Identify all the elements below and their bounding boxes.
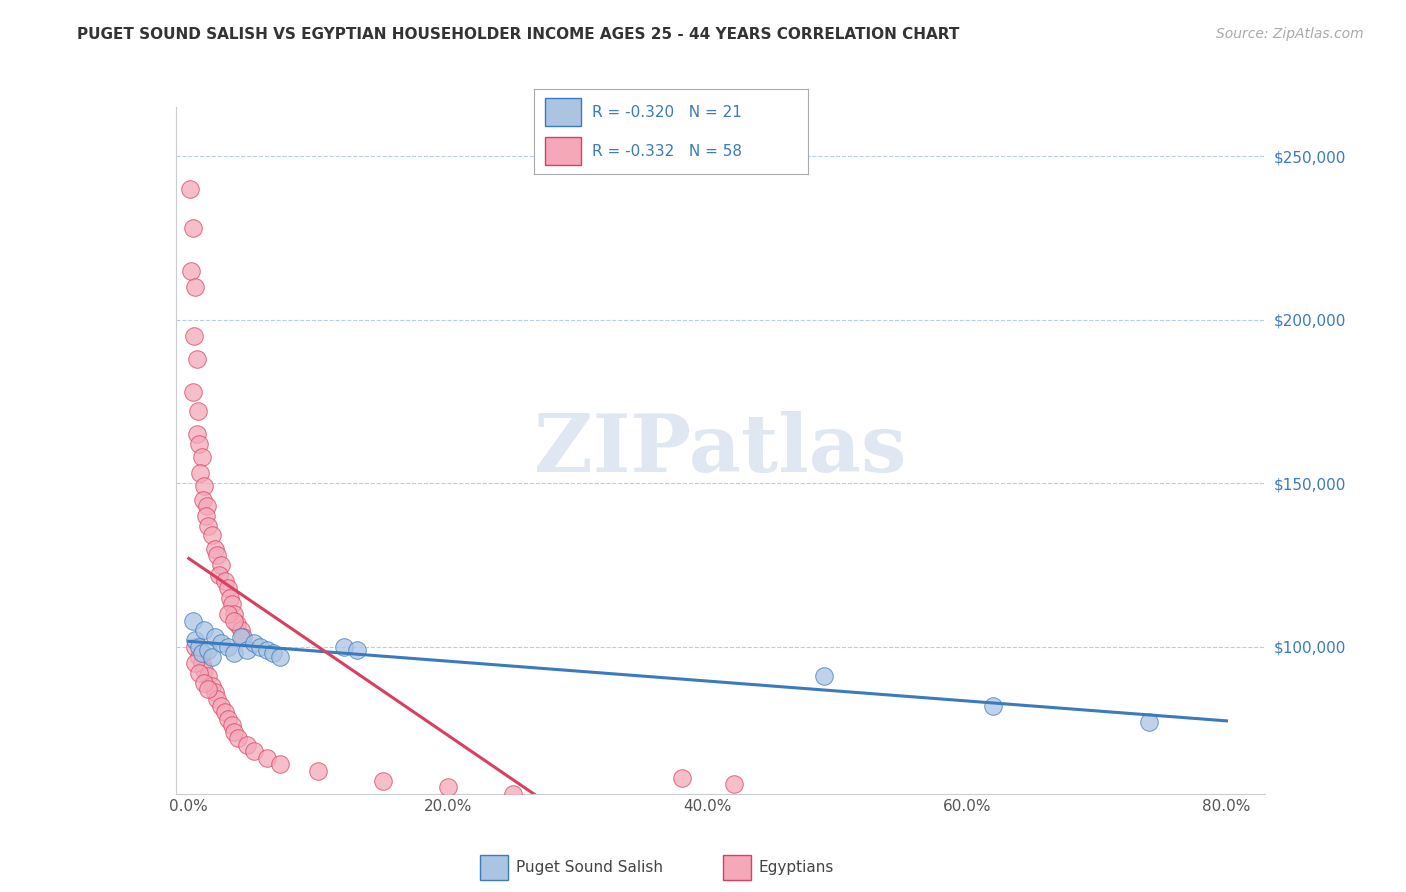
Point [269,757,291,772]
Point [201,649,224,664]
Point [224,646,246,660]
Point [346,643,368,657]
Point [256,643,278,657]
FancyBboxPatch shape [723,855,751,880]
Point [195,499,218,513]
Point [437,780,460,795]
Point [188,649,211,664]
Text: ZIPatlas: ZIPatlas [534,411,907,490]
Point [207,567,229,582]
Text: Egyptians: Egyptians [759,860,834,875]
Point [217,712,239,726]
Point [221,597,243,611]
Point [224,614,246,628]
FancyBboxPatch shape [546,136,581,165]
Point [333,640,356,654]
Point [236,738,259,752]
Point [209,698,232,713]
Point [197,669,219,683]
Point [226,731,249,746]
Point [1137,714,1160,729]
Text: R = -0.332   N = 58: R = -0.332 N = 58 [592,144,742,159]
Point [217,607,239,621]
Point [184,280,207,294]
Point [249,640,271,654]
Point [229,624,252,638]
Point [204,541,226,556]
Point [181,614,204,628]
Point [188,640,211,654]
Point [179,182,201,196]
Point [188,437,211,451]
Point [224,607,246,621]
Point [197,518,219,533]
Point [190,467,212,481]
Point [207,692,229,706]
Point [204,630,226,644]
Point [813,669,835,683]
Point [207,548,229,562]
Point [209,636,232,650]
Point [197,682,219,697]
Point [217,581,239,595]
Point [193,479,215,493]
FancyBboxPatch shape [481,855,508,880]
Text: Puget Sound Salish: Puget Sound Salish [516,860,662,875]
Point [188,665,211,680]
Text: Source: ZipAtlas.com: Source: ZipAtlas.com [1216,27,1364,41]
Point [181,221,204,235]
Point [201,528,224,542]
Point [217,640,239,654]
Point [204,685,226,699]
Point [502,787,524,801]
Point [225,616,247,631]
Point [221,718,243,732]
Point [194,508,217,523]
Point [269,649,291,664]
Point [242,744,264,758]
FancyBboxPatch shape [546,98,581,127]
Point [256,751,278,765]
Point [214,705,236,719]
Text: R = -0.320   N = 21: R = -0.320 N = 21 [592,104,742,120]
Point [193,675,215,690]
Point [193,624,215,638]
Point [723,777,745,791]
Point [671,771,693,785]
Point [190,646,212,660]
Point [197,643,219,657]
Point [201,679,224,693]
Point [262,646,284,660]
Point [184,656,207,670]
Text: PUGET SOUND SALISH VS EGYPTIAN HOUSEHOLDER INCOME AGES 25 - 44 YEARS CORRELATION: PUGET SOUND SALISH VS EGYPTIAN HOUSEHOLD… [77,27,960,42]
Point [183,329,205,343]
Point [236,643,259,657]
Point [224,724,246,739]
Point [181,384,204,399]
Point [193,663,215,677]
Point [187,404,209,418]
Point [190,450,212,464]
Point [232,630,254,644]
Point [180,263,202,277]
Point [242,636,264,650]
Point [373,773,395,788]
Point [186,351,208,366]
Point [214,574,236,589]
Point [191,492,214,507]
Point [190,656,212,670]
Point [209,558,232,572]
Point [186,427,208,442]
Point [981,698,1004,713]
Point [229,630,252,644]
Point [219,591,242,605]
Point [307,764,329,778]
Point [184,633,207,648]
Point [184,640,207,654]
